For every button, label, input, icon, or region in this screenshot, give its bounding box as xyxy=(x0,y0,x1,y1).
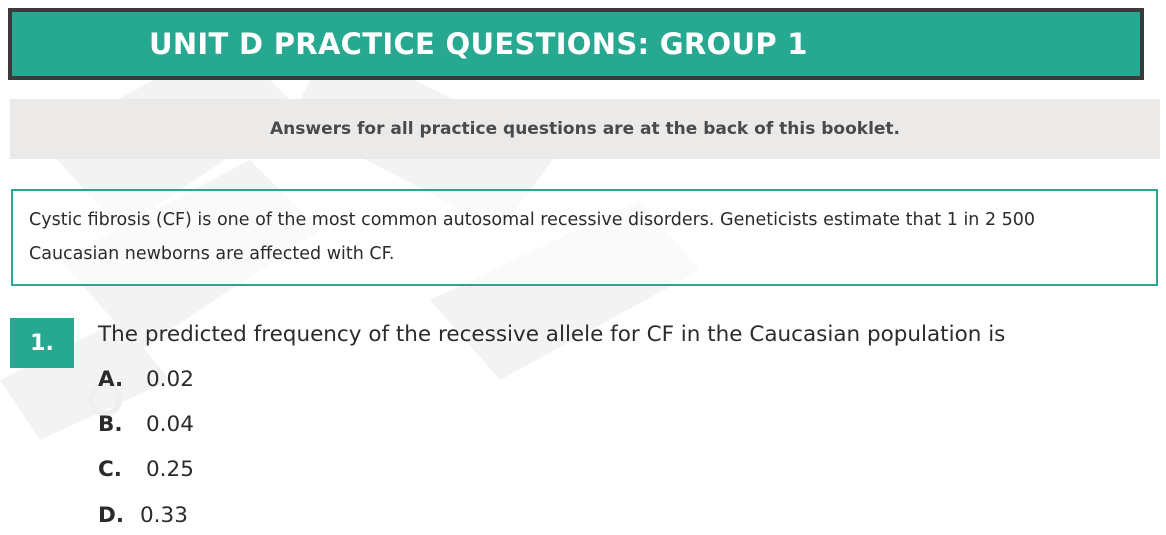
answers-note-banner: Answers for all practice questions are a… xyxy=(10,99,1160,159)
answers-note: Answers for all practice questions are a… xyxy=(269,119,901,139)
question-context-box: Cystic fibrosis (CF) is one of the most … xyxy=(11,189,1158,286)
context-line: Caucasian newborns are affected with CF. xyxy=(29,244,395,264)
option-letter: A. xyxy=(98,367,124,392)
question-stem: The predicted frequency of the recessive… xyxy=(98,322,1006,347)
option-value: 0.25 xyxy=(146,457,194,482)
context-line: Cystic fibrosis (CF) is one of the most … xyxy=(29,210,1036,230)
page-title: UNIT D PRACTICE QUESTIONS: GROUP 1 xyxy=(149,27,808,61)
option-letter: D. xyxy=(98,503,125,528)
page-title-banner: UNIT D PRACTICE QUESTIONS: GROUP 1 xyxy=(8,8,1144,80)
option-value: 0.33 xyxy=(140,503,188,528)
option-letter: C. xyxy=(98,457,122,482)
option-letter: B. xyxy=(98,412,123,437)
answer-option-d[interactable]: D. 0.33 xyxy=(98,503,188,528)
answer-option-c[interactable]: C. 0.25 xyxy=(98,457,194,482)
question-number-badge: 1. xyxy=(10,318,74,368)
option-value: 0.02 xyxy=(146,367,194,392)
option-value: 0.04 xyxy=(146,412,194,437)
answer-option-b[interactable]: B. 0.04 xyxy=(98,412,194,437)
answer-option-a[interactable]: A. 0.02 xyxy=(98,367,194,392)
